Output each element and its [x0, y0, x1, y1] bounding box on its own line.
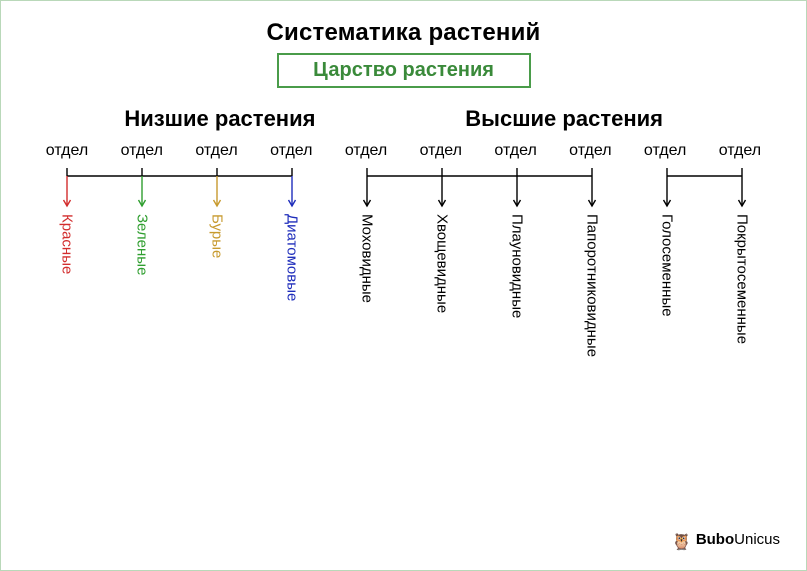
otdel-label: отдел [405, 142, 477, 160]
group-labels-row: Низшие растения Высшие растения [21, 106, 786, 140]
diagram-frame: Систематика растений Царство растения Ни… [0, 0, 807, 571]
otdel-label: отдел [181, 142, 253, 160]
kingdom-box: Царство растения [277, 53, 531, 88]
brand: 🦉BuboUnicus [672, 531, 780, 552]
group-label-higher: Высшие растения [465, 106, 663, 132]
tree-svg [31, 166, 778, 466]
otdel-label: отдел [106, 142, 178, 160]
brand-part1: Bubo [696, 531, 734, 548]
otdel-label: отдел [31, 142, 103, 160]
owl-icon: 🦉 [672, 532, 692, 552]
otdel-label: отдел [554, 142, 626, 160]
otdel-label: отдел [480, 142, 552, 160]
otdel-label: отдел [629, 142, 701, 160]
otdel-label: отдел [704, 142, 776, 160]
group-label-lower: Низшие растения [124, 106, 315, 132]
brand-part2: Unicus [734, 531, 780, 548]
columns-wrap: отделотделотделотделотделотделотделотдел… [21, 142, 786, 466]
page-title: Систематика растений [21, 19, 786, 47]
otdel-label: отдел [330, 142, 402, 160]
otdel-row: отделотделотделотделотделотделотделотдел… [31, 142, 776, 160]
otdel-label: отдел [255, 142, 327, 160]
diagram-area: КрасныеЗеленыеБурыеДиатомовыеМоховидныеХ… [31, 166, 776, 466]
